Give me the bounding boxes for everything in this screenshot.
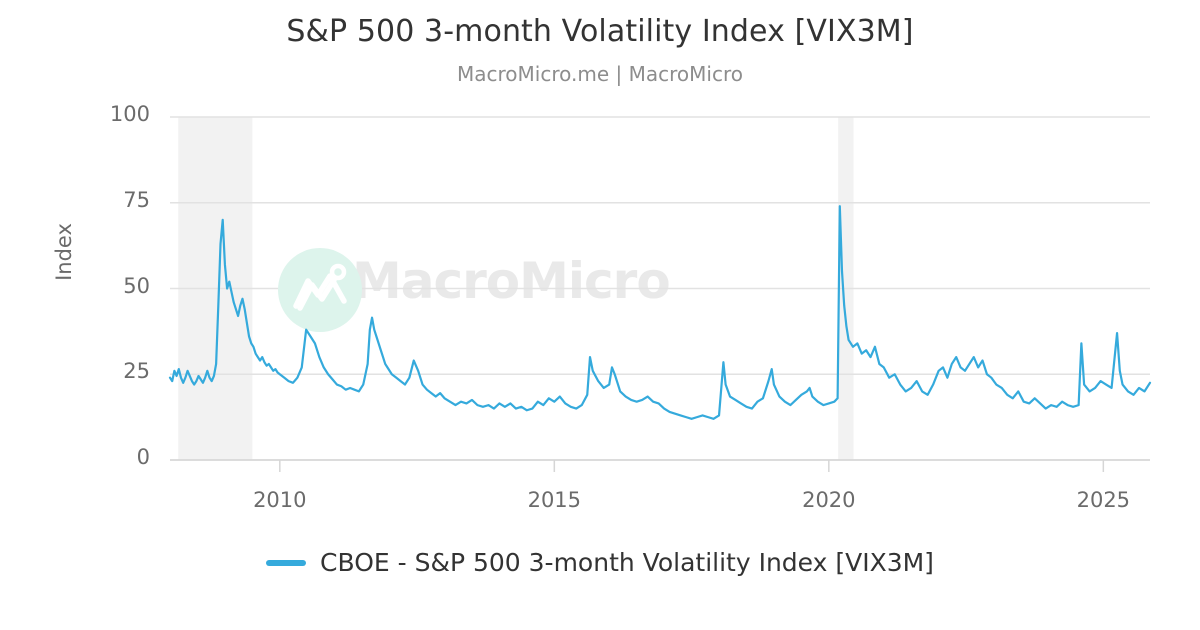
x-axis-tick-2020: 2020 [802,488,856,512]
x-axis-tick-2025: 2025 [1076,488,1131,512]
legend-item-label: CBOE - S&P 500 3-month Volatility Index … [320,548,934,577]
y-axis-tick-100: 100 [109,102,150,126]
x-axis-tick-marks [170,459,1150,472]
macromicro-zigzag-logo-icon [278,248,362,332]
y-axis-tick-labels: 0 25 50 75 100 [90,0,150,630]
legend-color-swatch [266,559,307,566]
page-title: S&P 500 3-month Volatility Index [VIX3M] [286,14,914,49]
y-axis-tick-25: 25 [123,359,150,384]
x-axis-tick-2010: 2010 [253,488,307,512]
y-axis-tick-0: 0 [136,445,150,469]
chart-subtitle: MacroMicro.me | MacroMicro [457,62,743,86]
y-axis-tick-75: 75 [123,187,150,212]
chart-legend: CBOE - S&P 500 3-month Volatility Index … [0,548,1200,577]
watermark-text: MacroMicro [352,252,671,310]
y-axis-tick-50: 50 [123,273,150,298]
data-series [168,205,1152,420]
x-axis-tick-2015: 2015 [527,488,582,512]
y-axis-label: Index [52,223,76,281]
